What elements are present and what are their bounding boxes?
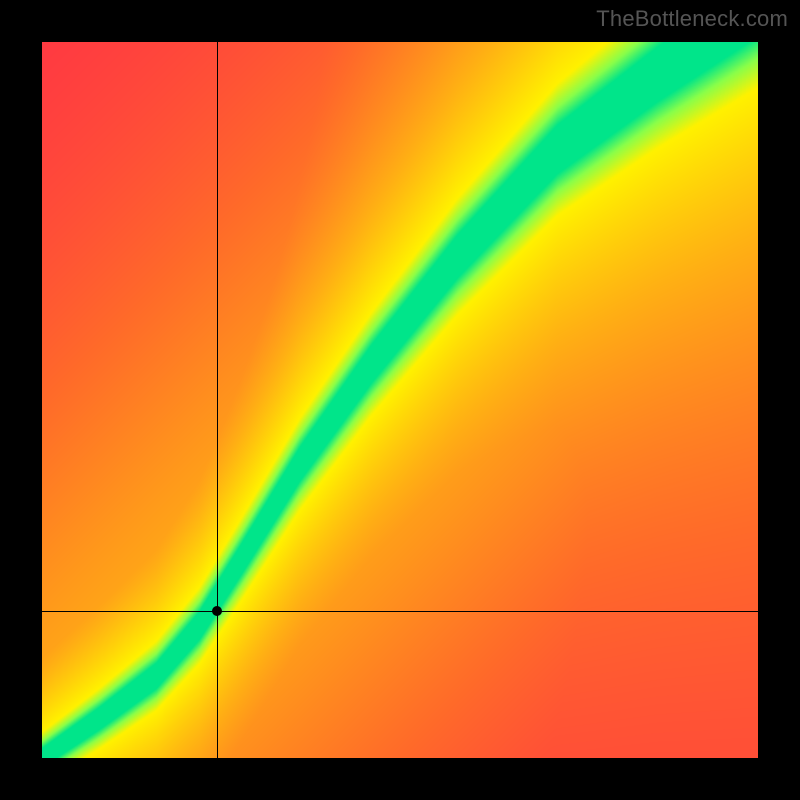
plot-area — [42, 42, 758, 758]
chart-container: TheBottleneck.com — [0, 0, 800, 800]
heatmap-canvas — [42, 42, 758, 758]
watermark-text: TheBottleneck.com — [596, 6, 788, 32]
